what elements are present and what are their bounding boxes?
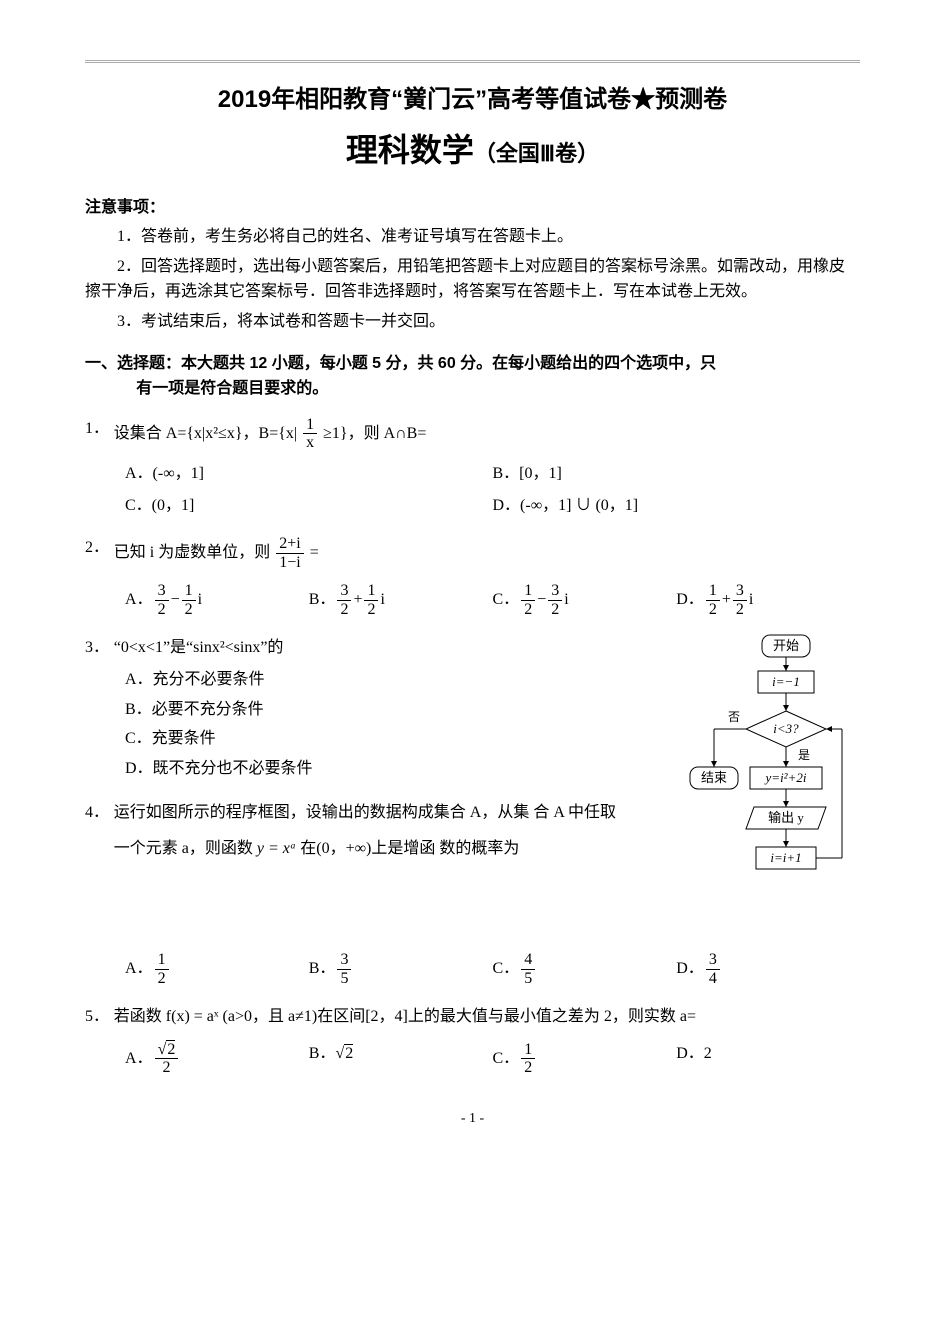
svg-text:i=i+1: i=i+1 xyxy=(770,850,801,865)
svg-text:是: 是 xyxy=(798,748,810,762)
q2-num: 2． xyxy=(85,535,109,561)
notice-item-1: 1．答卷前，考生务必将自己的姓名、准考证号填写在答题卡上。 xyxy=(85,224,860,250)
q4-opt-a: A．12 xyxy=(125,951,309,987)
question-5: 5． 若函数 f(x) = aˣ (a>0，且 a≠1)在区间[2，4]上的最大… xyxy=(85,1004,860,1030)
q4-stem-c: 在(0，+∞)上是增函 xyxy=(296,840,435,857)
section1-head: 一、选择题：本大题共 12 小题，每小题 5 分，共 60 分。在每小题给出的四… xyxy=(85,351,860,402)
q1-stem-after: ≥1}，则 A∩B= xyxy=(319,425,426,442)
svg-text:i=−1: i=−1 xyxy=(772,674,800,689)
q5-opt-b: B．2 xyxy=(309,1041,493,1077)
q5-options: A．22 B．2 C．12 D．2 xyxy=(125,1038,860,1080)
q1-opt-a: A．(-∞，1] xyxy=(125,461,493,487)
q2-opt-c: C．12−32i xyxy=(493,582,677,618)
q1-stem-before: 设集合 A={x|x²≤x}，B={x| xyxy=(114,425,301,442)
question-1: 1． 设集合 A={x|x²≤x}，B={x| 1x ≥1}，则 A∩B= xyxy=(85,416,860,452)
question-2: 2． 已知 i 为虚数单位，则 2+i1−i = xyxy=(85,535,860,571)
q4-opt-d: D．34 xyxy=(676,951,860,987)
q2-opt-d: D．12+32i xyxy=(676,582,860,618)
q1-opt-b: B．[0，1] xyxy=(493,461,861,487)
flowchart-svg: 开始 i=−1 i<3? 是 否 结束 y=i²+2i 输出 y i=i+1 xyxy=(680,633,860,923)
q2-opt-b: B．32+12i xyxy=(309,582,493,618)
q3-stem: “0<x<1”是“sinx²<sinx”的 xyxy=(114,639,284,656)
q2-options: A．32−12i B．32+12i C．12−32i D．12+32i xyxy=(125,579,860,621)
notice-head: 注意事项： xyxy=(85,195,860,221)
section1-head-a: 一、选择题：本大题共 12 小题，每小题 5 分，共 60 分。在每小题给出的四… xyxy=(85,355,716,372)
title-line1: 2019年相阳教育“黉门云”高考等值试卷★预测卷 xyxy=(85,81,860,119)
q5-num: 5． xyxy=(85,1004,109,1030)
q2-stem-after: = xyxy=(306,544,319,561)
q3-num: 3． xyxy=(85,635,109,661)
q4-options: A．12 B．35 C．45 D．34 xyxy=(125,948,860,990)
q4-func: y = xᵃ xyxy=(257,840,296,857)
title-line2: 理科数学（全国Ⅲ卷） xyxy=(85,125,860,176)
q4-num: 4． xyxy=(85,795,109,830)
q1-opt-c: C．(0，1] xyxy=(125,493,493,519)
q5-stem: 若函数 f(x) = aˣ (a>0，且 a≠1)在区间[2，4]上的最大值与最… xyxy=(114,1008,696,1025)
q2-frac: 2+i1−i xyxy=(276,535,303,571)
q1-options: A．(-∞，1] B．[0，1] C．(0，1] D．(-∞，1] ∪ (0，1… xyxy=(125,458,860,521)
q1-num: 1． xyxy=(85,416,109,442)
question-3: 3． “0<x<1”是“sinx²<sinx”的 xyxy=(85,635,860,661)
q5-opt-a: A．22 xyxy=(125,1041,309,1077)
svg-text:结束: 结束 xyxy=(701,770,727,785)
notice-item-2: 2．回答选择题时，选出每小题答案后，用铅笔把答题卡上对应题目的答案标号涂黑。如需… xyxy=(85,254,860,305)
q2-opt-a: A．32−12i xyxy=(125,582,309,618)
q2-stem-before: 已知 i 为虚数单位，则 xyxy=(114,544,274,561)
q5-opt-c: C．12 xyxy=(493,1041,677,1077)
q4-opt-c: C．45 xyxy=(493,951,677,987)
q1-frac: 1x xyxy=(303,416,317,452)
q4-opt-b: B．35 xyxy=(309,951,493,987)
svg-text:y=i²+2i: y=i²+2i xyxy=(764,770,807,785)
q4-stem-d: 数的概率为 xyxy=(439,840,519,857)
svg-text:i<3?: i<3? xyxy=(773,721,799,736)
section1-head-b: 有一项是符合题目要求的。 xyxy=(85,376,860,402)
q5-opt-d: D．2 xyxy=(676,1041,860,1077)
q1-opt-d: D．(-∞，1] ∪ (0，1] xyxy=(493,493,861,519)
svg-text:否: 否 xyxy=(728,710,740,724)
top-rule xyxy=(85,60,860,63)
flowchart: 开始 i=−1 i<3? 是 否 结束 y=i²+2i 输出 y i=i+1 xyxy=(680,633,860,932)
page-number: - 1 - xyxy=(85,1108,860,1130)
notice-item-3: 3．考试结束后，将本试卷和答题卡一并交回。 xyxy=(85,309,860,335)
q4-stem-a: 运行如图所示的程序框图，设输出的数据构成集合 A，从集 xyxy=(114,804,530,821)
question-4: 4． 运行如图所示的程序框图，设输出的数据构成集合 A，从集 合 A 中任取一个… xyxy=(85,795,625,865)
title-paren: （全国Ⅲ卷） xyxy=(474,141,599,166)
title-main-text: 理科数学 xyxy=(346,132,474,168)
svg-text:输出 y: 输出 y xyxy=(768,810,804,825)
